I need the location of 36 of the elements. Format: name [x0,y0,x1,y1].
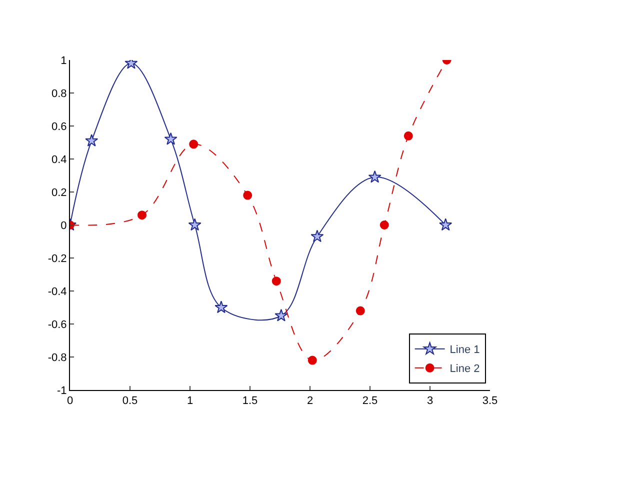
x-tick-label: 2.5 [362,395,378,408]
y-tick-label: 0.2 [52,186,67,199]
point [243,190,252,200]
x-tick-label: 1 [186,395,194,408]
point [356,306,365,316]
x-tick-label: 3 [426,395,434,408]
point [404,131,413,140]
point [214,300,228,314]
y-tick-label: -0.6 [48,318,67,331]
point [188,218,202,231]
y-tick-label: -0.2 [48,252,67,265]
point [138,210,146,220]
x-tick-label: 0.5 [122,395,138,408]
y-tick-label: 0.8 [52,88,67,100]
y-tick-label: -0.8 [48,352,67,364]
point [368,170,382,183]
legend-label: Line 1 [450,344,480,356]
y-tick-label: 0.6 [52,120,67,133]
point [308,356,317,365]
y-tick-label: 0 [60,220,67,232]
x-tick-label: 3.5 [482,395,498,408]
point [189,140,198,149]
point [164,132,178,145]
point [310,230,324,242]
point [380,220,389,230]
y-tick-label: 0.4 [52,154,67,166]
x-tick-label: 1.5 [242,395,258,408]
point [85,134,98,146]
legend-label: Line 2 [450,363,480,376]
point [274,308,288,322]
x-tick-label: 2 [306,395,314,408]
y-tick-label: 1 [60,54,67,67]
point [439,218,452,231]
y-tick-label: -0.4 [48,286,67,298]
y-tick-label: -1 [57,384,67,397]
point [272,276,281,286]
